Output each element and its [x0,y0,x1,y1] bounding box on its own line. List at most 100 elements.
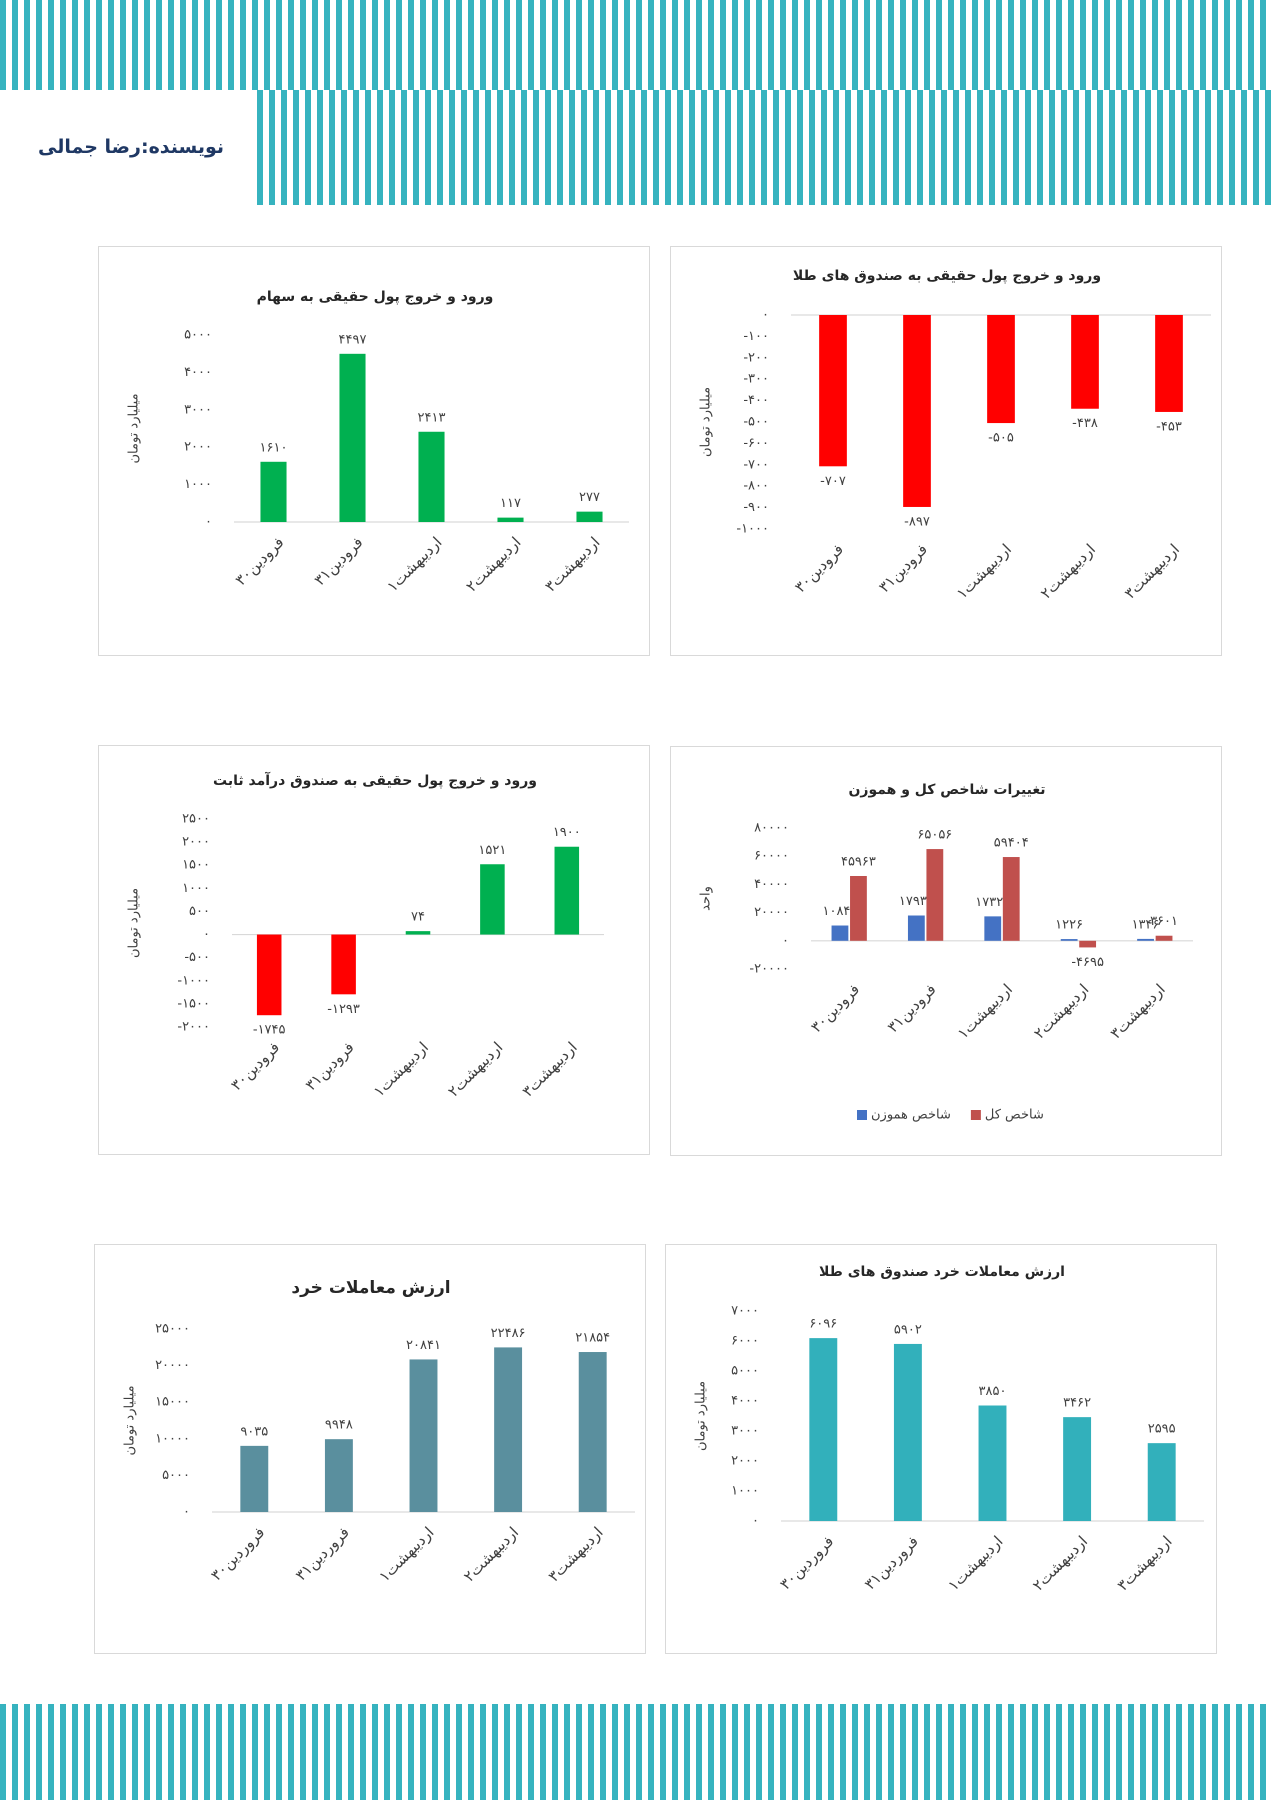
y-tick-label: -۷۰۰ [743,457,769,472]
bar [809,1338,838,1521]
chart: ارزش معاملات خرد میلیارد تومان ۰ ۵۰۰۰ ۱۰۰۰۰ ۱… [123,1278,635,1585]
x-tick-label: ۱اردیبهشت [383,533,445,595]
bar [405,931,431,935]
x-tick-label: ۲اردیبهشت [1029,1532,1091,1594]
chart-panel: ورود و خروج پول حقیقی به صندوق های طلا می… [670,246,1222,656]
x-tick-label: ۳۱فروردین [861,1532,922,1593]
y-tick-label: ۰ [205,515,212,530]
value-label: ۵۹۴۰۴ [994,836,1029,851]
x-tick-label: ۱اردیبهشت [953,540,1015,602]
x-tick-label: ۱اردیبهشت [954,980,1016,1042]
y-tick-label: -۲۰۰۰ [177,1020,210,1035]
bar [480,864,505,935]
x-tick-label: ۳۱فرودین [884,980,940,1036]
y-axis-label: میلیارد تومان [127,888,142,958]
y-tick-label: -۱۰۰ [743,329,769,344]
value-label: ۴۴۹۷ [339,332,367,347]
value-label: ۲۴۱۳ [418,410,446,425]
x-tick-label: ۳۰فرودین [807,980,863,1036]
chart: ورود و خروج پول حقیقی به صندوق درآمد ثاب… [127,771,604,1100]
bar [1060,939,1078,941]
value-label: ۶۵۰۵۶ [917,828,952,843]
y-tick-label: ۲۵۰۰ [182,812,210,827]
x-tick-label: ۳۱فرودین [875,540,931,596]
y-tick-label: ۶۰۰۰ [731,1334,759,1349]
y-tick-label: ۴۰۰۰۰ [754,877,789,892]
bar [1071,315,1099,409]
chart: ورود و خروج پول حقیقی به صندوق های طلا می… [699,268,1211,602]
y-tick-label: -۶۰۰ [743,436,769,451]
y-tick-label: ۲۰۰۰۰ [155,1358,190,1373]
value-label: -۴۶۹۵ [1071,955,1104,970]
y-tick-label: -۱۰۰۰ [177,973,210,988]
value-label: ۱۰۸۴۲ [822,904,857,919]
y-axis-label: میلیارد تومان [699,387,714,457]
value-label: ۱۱۷ [500,496,521,511]
x-tick-label: ۳اردیبهشت [1114,1532,1176,1594]
bar [578,1352,607,1512]
value-label: -۸۹۷ [904,514,930,529]
bar [1147,1443,1176,1521]
y-tick-label: ۱۵۰۰۰ [155,1395,190,1410]
bar [339,353,366,522]
bar [819,315,847,467]
y-tick-label: ۰ [203,927,210,942]
y-axis-label: میلیارد تومان [694,1381,709,1451]
x-tick-label: ۱اردیبهشت [375,1523,437,1585]
y-tick-label: ۱۰۰۰۰ [155,1431,190,1446]
bar [984,916,1002,941]
x-tick-label: ۳۱فروردین [292,1523,353,1584]
bar [926,849,944,941]
bar [1079,940,1097,948]
y-tick-label: ۶۰۰۰۰ [754,849,789,864]
x-tick-label: ۳اردیبهشت [541,533,603,595]
value-label: ۷۴ [411,910,425,925]
y-tick-label: ۲۰۰۰۰ [754,905,789,920]
chart-title: ورود و خروج پول حقیقی به سهام [257,289,494,305]
x-tick-label: ۱اردیبهشت [944,1532,1006,1594]
x-tick-label: ۳اردیبهشت [545,1523,607,1585]
y-tick-label: -۳۰۰ [743,372,769,387]
y-tick-label: ۵۰۰ [189,904,210,919]
bar [494,1347,523,1512]
value-label: ۴۵۹۶۳ [841,854,876,869]
y-tick-label: ۴۰۰۰ [184,365,212,380]
x-tick-label: ۳۰فرودین [791,540,847,596]
y-tick-label: ۰ [752,1514,759,1529]
value-label: ۱۷۳۲۹ [975,895,1010,910]
y-axis-label: میلیارد تومان [123,1385,138,1455]
chart-title: ارزش معاملات خرد [291,1278,450,1298]
chart-panel: تغییرات شاخص کل و هموزن واحد -۲۰۰۰۰ ۰ ۲۰۰۰۰ ۴… [670,746,1222,1156]
value-label: ۲۷۷ [579,490,600,505]
x-tick-label: ۳۰فرودین [232,533,288,589]
bar [987,315,1015,424]
x-tick-label: ۳اردیبهشت [519,1038,581,1100]
y-tick-label: ۱۰۰۰ [184,477,212,492]
y-tick-label: ۱۰۰۰ [731,1484,759,1499]
chart-title: ورود و خروج پول حقیقی به صندوق های طلا [793,268,1101,284]
bar [907,915,925,941]
legend-swatch [970,1110,981,1120]
y-tick-label: ۸۰۰۰۰ [754,821,789,836]
y-tick-label: -۲۰۰ [743,350,769,365]
value-label: ۲۵۹۵ [1148,1422,1176,1437]
bar [1002,857,1020,941]
x-tick-label: ۳۰فروردین [776,1532,837,1593]
chart-panel: ورود و خروج پول حقیقی به صندوق درآمد ثاب… [98,745,650,1155]
bar [1155,315,1183,412]
bar [850,875,867,941]
value-label: ۳۸۵۰ [979,1384,1007,1399]
y-tick-label: -۱۵۰۰ [177,996,210,1011]
y-tick-label: ۷۰۰۰ [731,1304,759,1319]
chart: ارزش معاملات خرد صندوق های طلا میلیارد تو… [694,1264,1204,1594]
value-label: ۱۵۲۱ [478,843,506,858]
x-tick-label: ۳اردیبهشت [1121,540,1183,602]
x-tick-label: ۲اردیبهشت [444,1038,506,1100]
y-tick-label: ۱۵۰۰ [182,858,210,873]
bar [497,517,524,522]
bar [893,1343,922,1521]
value-label: ۲۲۴۸۶ [491,1326,526,1341]
bar [1155,935,1173,941]
x-tick-label: ۲اردیبهشت [462,533,524,595]
